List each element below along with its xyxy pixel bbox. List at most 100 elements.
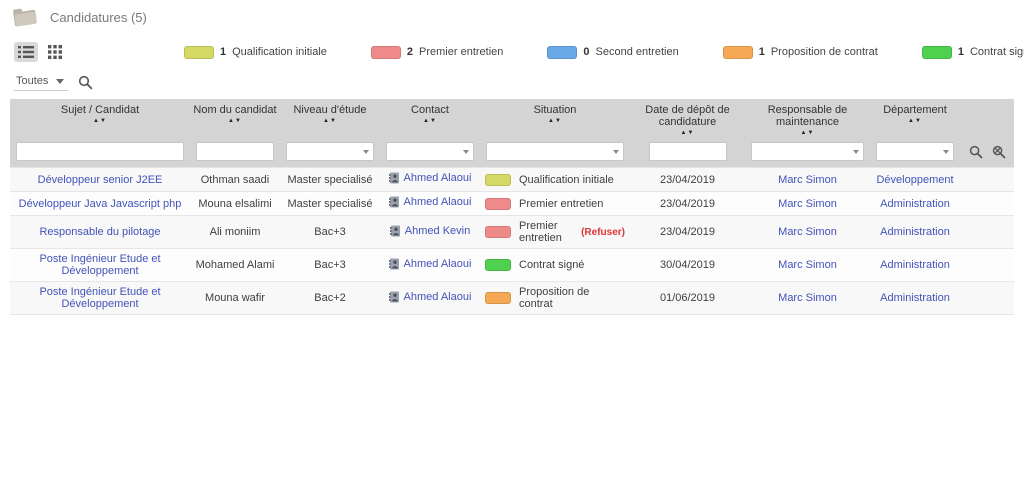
filter-input-date[interactable] [648,142,727,161]
contact-icon [388,196,399,208]
legend-count: 2 [406,46,414,58]
grid-view-icon [48,45,62,59]
study-level-cell: Bac+3 [280,248,380,282]
contact-icon [388,258,399,269]
situation-label: Proposition de contrat [519,286,590,310]
column-header-contact[interactable]: Contact ▲▼ [380,99,480,139]
candidatures-table: Sujet / Candidat ▲▼ Nom du candidat ▲▼ Niv… [10,99,1014,315]
legend-item: 1 Qualification initiale [184,45,327,59]
legend-label: Proposition de contrat [770,46,878,58]
situation-label: Premier entretien [519,197,604,210]
status-swatch [485,259,511,271]
contact-link[interactable]: Ahmed Alaoui [403,196,472,208]
subject-link[interactable]: Responsable du pilotage [39,226,161,238]
table-filter-row [10,139,1014,168]
column-header-situation[interactable]: Situation ▲▼ [480,99,630,139]
sort-arrows[interactable]: ▲▼ [423,118,437,124]
column-header-departement[interactable]: Département ▲▼ [870,99,960,139]
chevron-down-icon [853,149,859,154]
contact-link[interactable]: Ahmed Kevin [404,224,471,237]
manager-link[interactable]: Marc Simon [778,292,837,304]
status-swatch [485,226,511,238]
contact-icon [389,225,400,236]
contact-link[interactable]: Ahmed Alaoui [403,257,472,270]
situation-label: Premier entretien [519,220,562,244]
scope-bar: Toutes [0,72,1024,97]
column-header-responsable[interactable]: Responsable de maintenance ▲▼ [745,99,870,139]
column-header-sujet[interactable]: Sujet / Candidat ▲▼ [10,99,190,139]
subject-link[interactable]: Poste Ingénieur Etude et Développement [39,253,161,277]
chevron-down-icon [363,149,369,154]
application-date-cell: 23/04/2019 [630,191,745,216]
sort-arrows[interactable]: ▲▼ [908,118,922,124]
filter-input-nom[interactable] [196,142,274,161]
table-row: Développeur senior J2EE Othman saadi Mas… [10,167,1014,192]
table-row: Poste Ingénieur Etude et Développement M… [10,248,1014,282]
department-link[interactable]: Développement [876,173,954,186]
candidate-name-cell: Ali moniim [190,215,280,249]
column-header-date[interactable]: Date de dépôt de candidature ▲▼ [630,99,745,139]
table-header-row: Sujet / Candidat ▲▼ Nom du candidat ▲▼ Niv… [10,99,1014,139]
department-link[interactable]: Administration [880,226,950,238]
chevron-down-icon [463,149,469,154]
sort-arrows[interactable]: ▲▼ [800,130,815,136]
folder-icon [12,6,39,27]
contact-icon [388,172,399,184]
chevron-down-icon [943,149,949,154]
status-swatch [184,45,214,59]
filter-select-departement[interactable] [876,142,954,161]
manager-link[interactable]: Marc Simon [778,259,837,271]
table-row: Responsable du pilotage Ali moniim Bac+3… [10,215,1014,249]
legend-count: 0 [583,46,590,58]
table-row: Développeur Java Javascript php Mouna el… [10,191,1014,216]
column-header-niveau[interactable]: Niveau d'étude ▲▼ [280,99,380,139]
subject-link[interactable]: Développeur Java Javascript php [18,197,182,210]
status-swatch [485,197,511,210]
table-row: Poste Ingénieur Etude et Développement M… [10,281,1014,315]
toolbar: 1 Qualification initiale 2 Premier entre… [0,30,1024,72]
apply-filter-search-icon[interactable] [969,145,983,159]
manager-link[interactable]: Marc Simon [778,173,837,186]
clear-filter-icon[interactable] [992,145,1006,159]
filter-select-situation[interactable] [486,142,624,161]
sort-arrows[interactable]: ▲▼ [323,118,337,124]
status-swatch [921,45,952,59]
scope-select[interactable]: Toutes [14,74,69,91]
manager-link[interactable]: Marc Simon [778,197,837,210]
subject-link[interactable]: Poste Ingénieur Etude et Développement [39,286,161,310]
column-header-actions [960,99,1014,139]
department-link[interactable]: Administration [880,259,950,271]
sort-arrows[interactable]: ▲▼ [680,130,695,136]
legend-count: 1 [220,46,227,58]
subject-link[interactable]: Développeur senior J2EE [37,173,163,186]
contact-link[interactable]: Ahmed Alaoui [403,172,472,184]
sort-arrows[interactable]: ▲▼ [93,118,107,124]
contact-link[interactable]: Ahmed Alaoui [403,290,472,303]
manager-link[interactable]: Marc Simon [778,226,837,238]
status-swatch [485,292,511,304]
filter-select-responsable[interactable] [751,142,864,161]
sort-arrows[interactable]: ▲▼ [548,118,562,124]
status-swatch [485,173,511,186]
legend-count: 1 [758,46,765,58]
list-view-button[interactable] [14,42,38,62]
situation-refused-note: (Refuser) [581,226,625,238]
filter-select-niveau[interactable] [286,142,374,161]
application-date-cell: 01/06/2019 [630,281,745,315]
legend-label: Second entretien [595,46,679,58]
grid-view-button[interactable] [44,42,66,62]
status-swatch [370,45,401,59]
department-link[interactable]: Administration [880,292,950,304]
status-swatch [722,45,753,59]
column-header-nom[interactable]: Nom du candidat ▲▼ [193,104,277,124]
filter-select-contact[interactable] [386,142,474,161]
filter-input-sujet[interactable] [16,142,184,161]
department-link[interactable]: Administration [880,197,950,210]
application-date-cell: 23/04/2019 [630,215,745,249]
search-icon[interactable] [78,75,93,90]
legend-item: 0 Second entretien [547,45,679,59]
study-level-cell: Bac+2 [280,281,380,315]
situation-label: Contrat signé [519,259,585,271]
sort-arrows[interactable]: ▲▼ [228,118,242,124]
